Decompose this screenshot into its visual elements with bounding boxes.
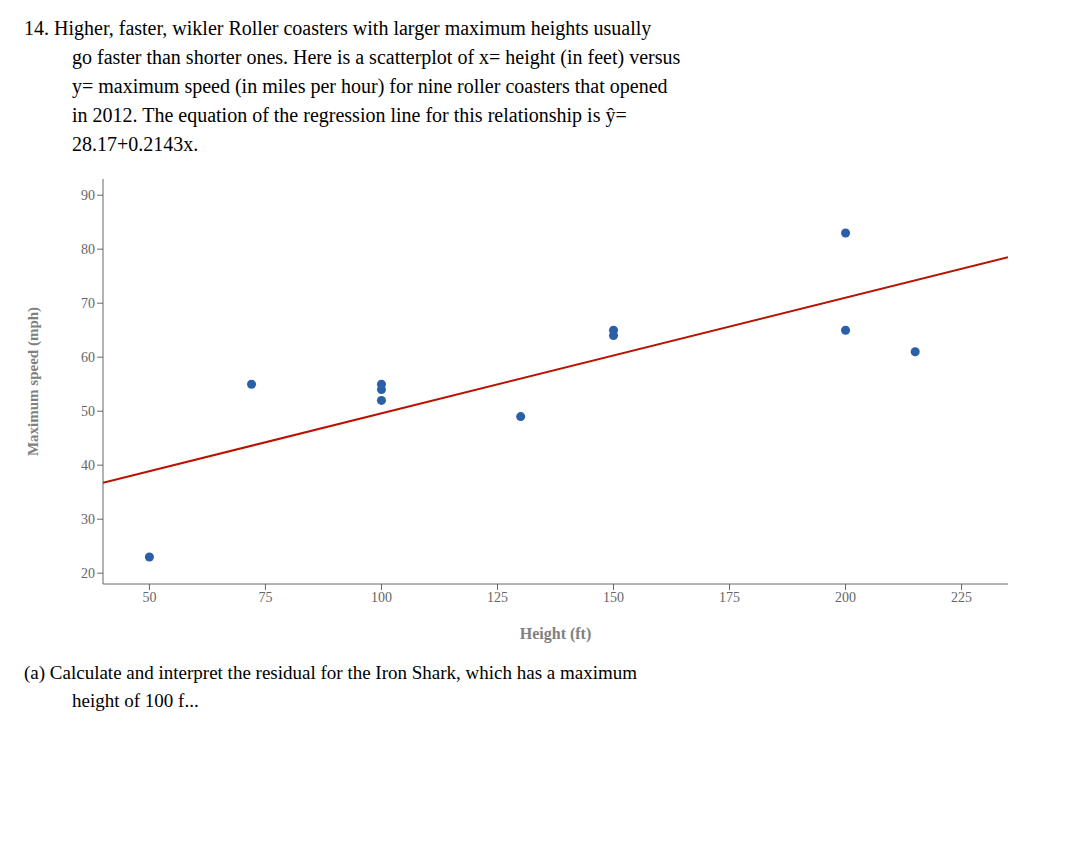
svg-text:90: 90 [81, 188, 95, 203]
svg-text:70: 70 [81, 296, 95, 311]
svg-text:200: 200 [835, 590, 856, 605]
html-text:go faster than shorter ones. H: go faster than shorter ones. Here is a s… [72, 46, 681, 68]
html-text:in 2012. The equation of the r: in 2012. The equation of the regression … [72, 104, 627, 126]
svg-text:50: 50 [142, 590, 156, 605]
svg-text:100: 100 [371, 590, 392, 605]
svg-text:75: 75 [258, 590, 272, 605]
svg-text:150: 150 [603, 590, 624, 605]
svg-text:175: 175 [719, 590, 740, 605]
svg-text:40: 40 [81, 458, 95, 473]
svg-text:50: 50 [81, 404, 95, 419]
html-text:14. Higher, faster, wikler Rol: 14. Higher, faster, wikler Roller coaste… [24, 17, 652, 39]
html-text:height of 100 f...: height of 100 f... [72, 689, 199, 711]
svg-text:125: 125 [487, 590, 508, 605]
html-text:y= maximum speed (in miles per: y= maximum speed (in miles per hour) for… [72, 75, 668, 97]
html-text:(a) Calculate and interpret th: (a) Calculate and interpret the residual… [24, 662, 638, 683]
svg-text:30: 30 [81, 512, 95, 527]
svg-text:80: 80 [81, 242, 95, 257]
svg-text:Maximum speed (mph): Maximum speed (mph) [25, 307, 42, 456]
svg-text:60: 60 [81, 350, 95, 365]
svg-text:20: 20 [81, 566, 95, 581]
html-text:28.17+0.2143x.: 28.17+0.2143x. [72, 133, 199, 155]
svg-text:225: 225 [951, 590, 972, 605]
svg-text:Height (ft): Height (ft) [520, 625, 592, 643]
